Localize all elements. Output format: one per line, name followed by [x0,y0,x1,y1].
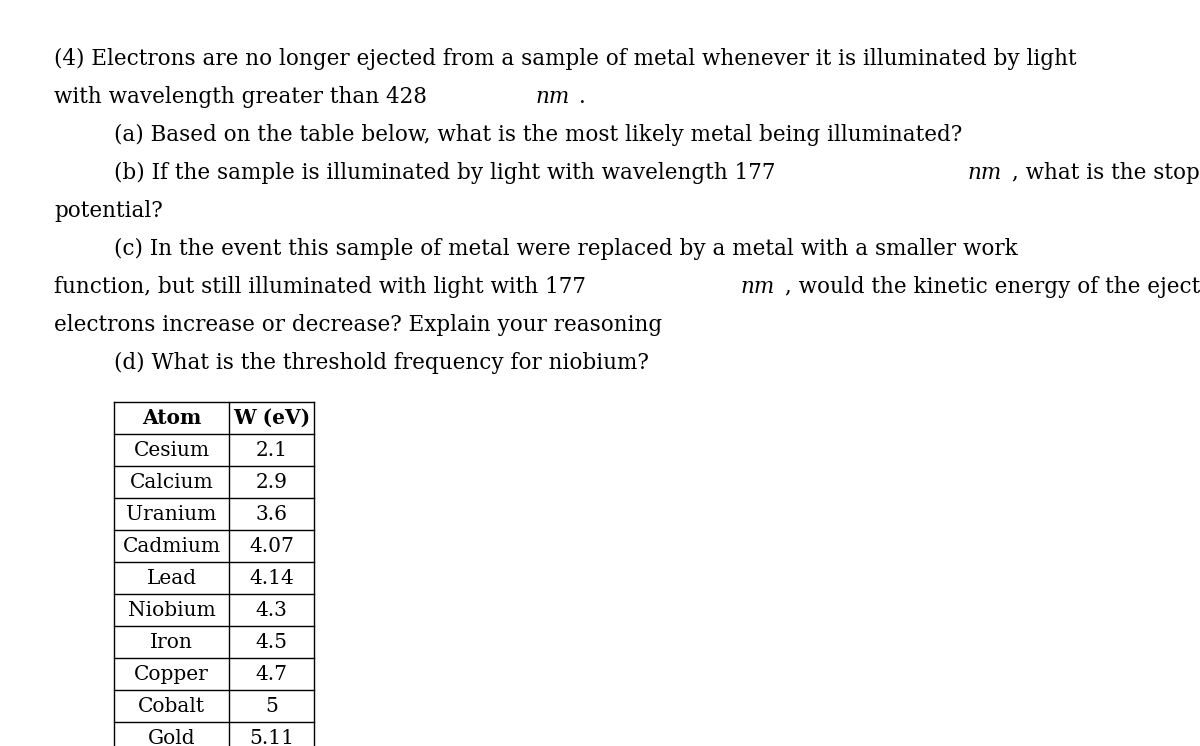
Text: 2.1: 2.1 [256,440,288,460]
Text: Gold: Gold [148,729,196,746]
Text: (4) Electrons are no longer ejected from a sample of metal whenever it is illumi: (4) Electrons are no longer ejected from… [54,48,1076,70]
Text: 3.6: 3.6 [256,504,288,524]
Text: Cobalt: Cobalt [138,697,205,715]
Text: , would the kinetic energy of the ejected: , would the kinetic energy of the ejecte… [785,276,1200,298]
Text: (c) In the event this sample of metal were replaced by a metal with a smaller wo: (c) In the event this sample of metal we… [114,238,1018,260]
Text: 2.9: 2.9 [256,472,288,492]
Text: (d) What is the threshold frequency for niobium?: (d) What is the threshold frequency for … [114,352,649,374]
Text: 5: 5 [265,697,278,715]
Text: function, but still illuminated with light with 177: function, but still illuminated with lig… [54,276,586,298]
Text: Niobium: Niobium [127,601,215,619]
Text: 4.14: 4.14 [250,568,294,588]
Text: 4.5: 4.5 [256,633,288,651]
Text: Iron: Iron [150,633,193,651]
Text: Calcium: Calcium [130,472,214,492]
Text: Cesium: Cesium [133,440,210,460]
Text: Copper: Copper [134,665,209,683]
Text: (b) If the sample is illuminated by light with wavelength 177: (b) If the sample is illuminated by ligh… [114,162,775,184]
Text: nm: nm [740,276,775,298]
Text: 5.11: 5.11 [250,729,294,746]
Text: Cadmium: Cadmium [122,536,221,556]
Text: Lead: Lead [146,568,197,588]
Text: potential?: potential? [54,200,163,222]
Text: W (eV): W (eV) [233,408,310,428]
Text: , what is the stopping: , what is the stopping [1012,162,1200,184]
Text: nm: nm [535,86,570,108]
Text: 4.07: 4.07 [250,536,294,556]
Text: 4.3: 4.3 [256,601,288,619]
Text: electrons increase or decrease? Explain your reasoning: electrons increase or decrease? Explain … [54,314,662,336]
Text: Uranium: Uranium [126,504,217,524]
Text: nm: nm [967,162,1002,184]
Text: 4.7: 4.7 [256,665,288,683]
Text: .: . [580,86,587,108]
Text: with wavelength greater than 428: with wavelength greater than 428 [54,86,427,108]
Text: (a) Based on the table below, what is the most likely metal being illuminated?: (a) Based on the table below, what is th… [114,124,962,146]
Text: Atom: Atom [142,408,202,428]
